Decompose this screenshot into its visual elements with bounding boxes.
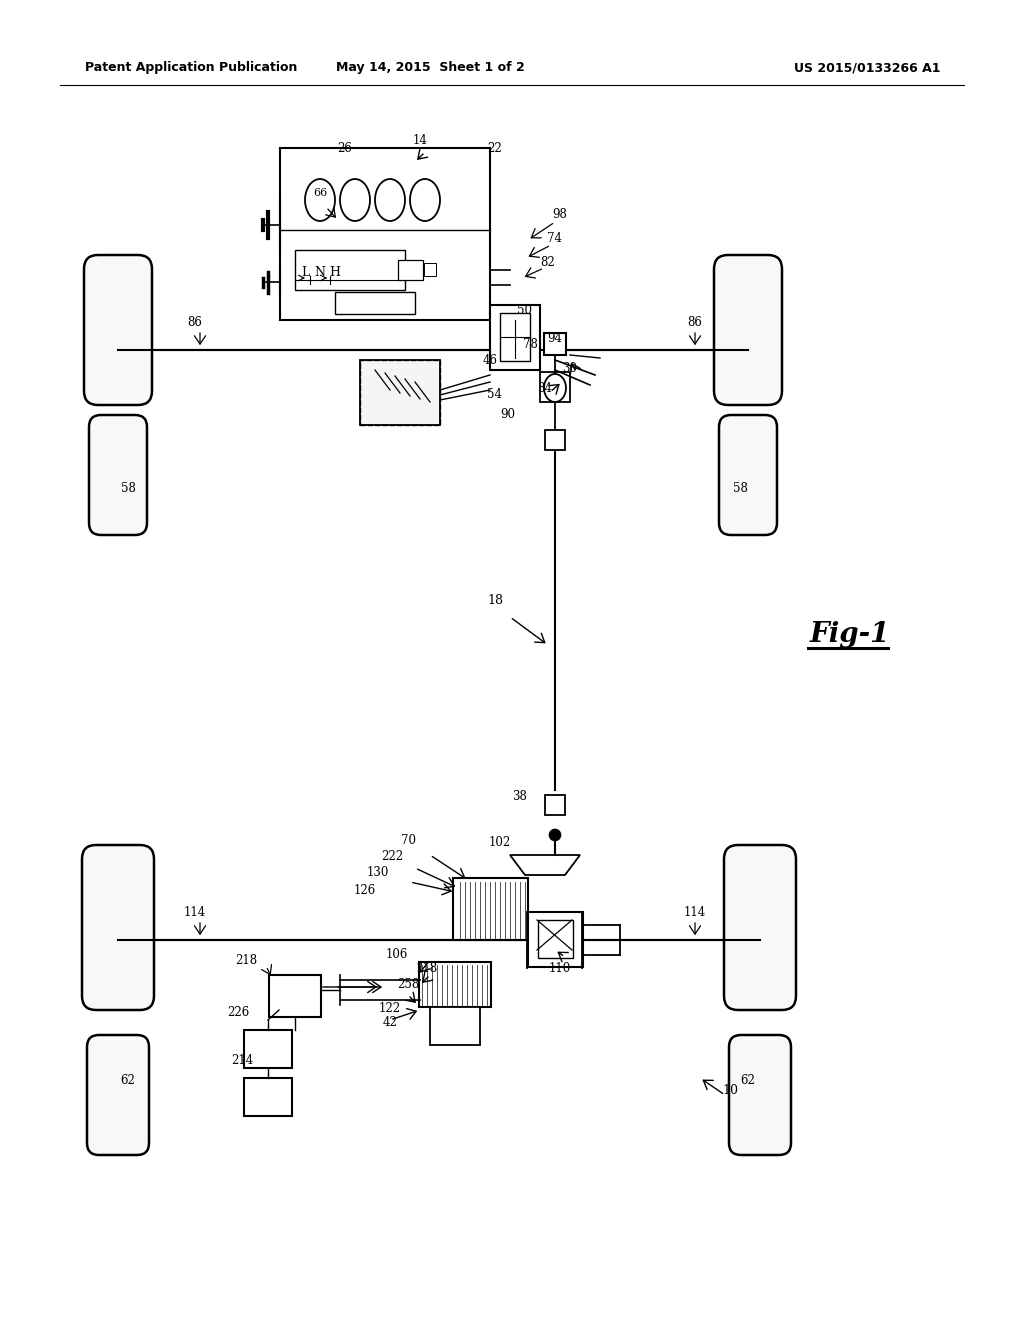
Bar xyxy=(490,305,540,370)
Text: 90: 90 xyxy=(501,408,515,421)
Text: 94: 94 xyxy=(548,331,562,345)
Text: 62: 62 xyxy=(740,1073,756,1086)
Ellipse shape xyxy=(305,180,335,220)
Bar xyxy=(500,313,530,360)
Bar xyxy=(244,1078,292,1115)
Bar xyxy=(538,920,572,958)
Text: 118: 118 xyxy=(416,961,438,974)
Text: 122: 122 xyxy=(379,1002,401,1015)
FancyBboxPatch shape xyxy=(714,255,782,405)
Text: 22: 22 xyxy=(487,141,503,154)
Text: N: N xyxy=(314,265,326,279)
Text: 58: 58 xyxy=(121,482,135,495)
Text: L: L xyxy=(301,265,309,279)
Text: 38: 38 xyxy=(513,791,527,804)
Bar xyxy=(453,878,527,940)
Text: 26: 26 xyxy=(338,141,352,154)
Polygon shape xyxy=(510,855,580,875)
Text: 30: 30 xyxy=(562,362,578,375)
Bar xyxy=(269,975,321,1016)
Text: 226: 226 xyxy=(227,1006,249,1019)
Text: 126: 126 xyxy=(354,883,376,896)
Bar xyxy=(545,795,565,814)
Text: 222: 222 xyxy=(381,850,403,863)
Bar xyxy=(335,292,415,314)
Text: May 14, 2015  Sheet 1 of 2: May 14, 2015 Sheet 1 of 2 xyxy=(336,62,524,74)
Ellipse shape xyxy=(544,374,566,403)
Bar xyxy=(430,1007,480,1045)
Text: 98: 98 xyxy=(553,209,567,222)
Bar xyxy=(295,249,406,290)
Bar xyxy=(544,333,566,355)
Bar xyxy=(360,360,440,425)
Bar xyxy=(540,372,570,403)
Text: 86: 86 xyxy=(187,315,203,329)
Text: 34: 34 xyxy=(538,381,553,395)
Text: 110: 110 xyxy=(549,961,571,974)
Bar xyxy=(419,962,490,1007)
Text: Patent Application Publication: Patent Application Publication xyxy=(85,62,297,74)
Text: 258: 258 xyxy=(397,978,419,991)
Text: 130: 130 xyxy=(367,866,389,879)
Text: 46: 46 xyxy=(482,354,498,367)
Ellipse shape xyxy=(410,180,440,220)
FancyBboxPatch shape xyxy=(89,414,147,535)
Text: 86: 86 xyxy=(687,315,702,329)
Text: 78: 78 xyxy=(522,338,538,351)
Text: Fig-1: Fig-1 xyxy=(810,622,891,648)
FancyBboxPatch shape xyxy=(724,845,796,1010)
Text: 70: 70 xyxy=(400,833,416,846)
Text: 50: 50 xyxy=(517,304,532,317)
FancyBboxPatch shape xyxy=(84,255,152,405)
Ellipse shape xyxy=(340,180,370,220)
FancyBboxPatch shape xyxy=(82,845,154,1010)
Text: 10: 10 xyxy=(722,1084,738,1097)
Text: 62: 62 xyxy=(121,1073,135,1086)
Ellipse shape xyxy=(375,180,406,220)
Text: 66: 66 xyxy=(313,187,327,198)
Text: 214: 214 xyxy=(230,1053,253,1067)
FancyBboxPatch shape xyxy=(87,1035,150,1155)
Bar xyxy=(360,360,440,425)
Text: 218: 218 xyxy=(234,953,257,966)
Text: H: H xyxy=(330,265,341,279)
FancyBboxPatch shape xyxy=(719,414,777,535)
Text: 74: 74 xyxy=(548,231,562,244)
Bar xyxy=(545,430,565,450)
Text: 102: 102 xyxy=(488,836,511,849)
Bar xyxy=(397,260,423,280)
Bar xyxy=(424,263,436,276)
Text: 18: 18 xyxy=(487,594,503,606)
Text: 54: 54 xyxy=(487,388,503,401)
Text: 14: 14 xyxy=(413,133,427,147)
Text: 114: 114 xyxy=(684,906,707,919)
Text: 58: 58 xyxy=(732,482,748,495)
Bar xyxy=(527,912,583,968)
Text: 42: 42 xyxy=(383,1015,397,1028)
FancyBboxPatch shape xyxy=(729,1035,791,1155)
Text: 114: 114 xyxy=(184,906,206,919)
Ellipse shape xyxy=(550,829,560,841)
Text: US 2015/0133266 A1: US 2015/0133266 A1 xyxy=(794,62,940,74)
Bar xyxy=(280,148,490,319)
Text: 106: 106 xyxy=(386,949,409,961)
Bar xyxy=(244,1030,292,1068)
Text: 82: 82 xyxy=(541,256,555,268)
